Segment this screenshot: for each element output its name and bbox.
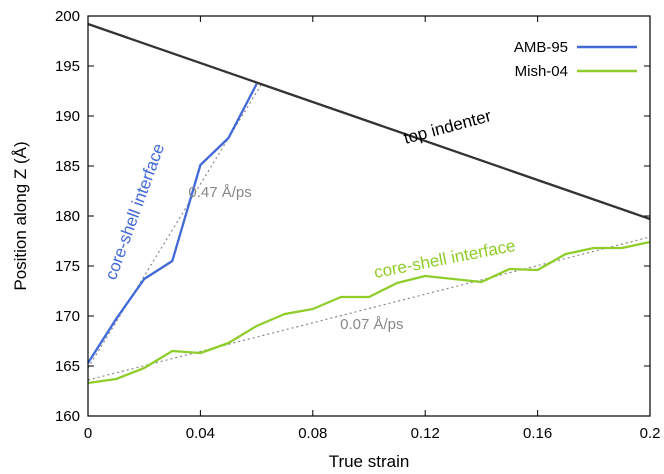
data-series bbox=[87, 22, 651, 385]
x-tick-label: 0.2 bbox=[640, 425, 661, 442]
y-tick-label: 185 bbox=[55, 158, 80, 175]
y-tick-label: 200 bbox=[55, 8, 80, 25]
x-tick-label: 0 bbox=[84, 425, 92, 442]
y-tick-label: 190 bbox=[55, 108, 80, 125]
y-axis-label: Position along Z (Å) bbox=[11, 141, 30, 290]
fit-line-0 bbox=[87, 82, 263, 369]
y-tick-label: 170 bbox=[55, 308, 80, 325]
legend-label-mish04: Mish-04 bbox=[515, 63, 568, 80]
series-line-indenter bbox=[87, 22, 651, 221]
x-tick-label: 0.16 bbox=[523, 425, 552, 442]
y-tick-label: 195 bbox=[55, 58, 80, 75]
fit-line-1 bbox=[87, 236, 651, 381]
series-line-mish-04 bbox=[87, 240, 651, 385]
x-tick-label: 0.08 bbox=[298, 425, 327, 442]
y-tick-label: 175 bbox=[55, 258, 80, 275]
annotation-2: 0.47 Å/ps bbox=[188, 184, 251, 201]
legend-label-amb95: AMB-95 bbox=[514, 39, 568, 56]
x-axis-label: True strain bbox=[329, 452, 410, 471]
y-tick-label: 165 bbox=[55, 358, 80, 375]
x-tick-label: 0.04 bbox=[186, 425, 215, 442]
y-tick-label: 160 bbox=[55, 408, 80, 425]
ticks: 0 0.04 0.08 0.12 0.16 0.2 160 165 170 175 180 185 19… bbox=[55, 8, 660, 442]
annotation-4: 0.07 Å/ps bbox=[340, 316, 403, 333]
series-line-amb-95 bbox=[87, 83, 258, 364]
x-tick-label: 0.12 bbox=[411, 425, 440, 442]
fit-lines bbox=[87, 82, 651, 381]
y-tick-label: 180 bbox=[55, 208, 80, 225]
plot-frame bbox=[87, 15, 651, 417]
legend: AMB-95 Mish-04 bbox=[514, 39, 637, 80]
